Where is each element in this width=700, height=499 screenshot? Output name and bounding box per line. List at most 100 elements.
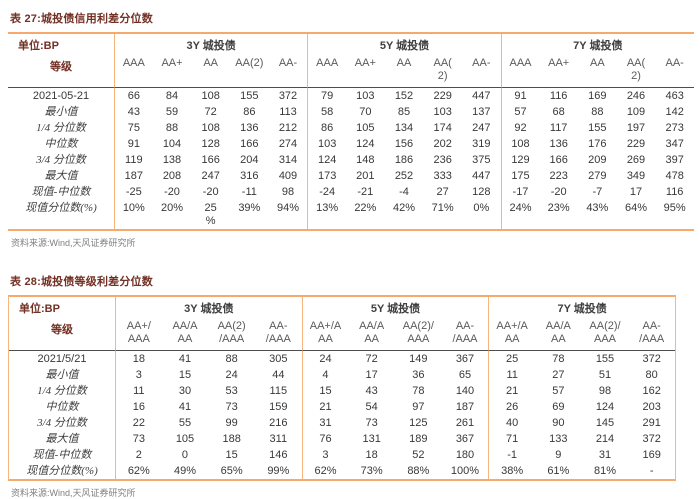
value-cell: 136 <box>549 137 568 150</box>
row-label: 3/4 分位数 <box>37 416 87 429</box>
value-cell: 162 <box>642 384 661 397</box>
value-cell: 319 <box>472 137 491 150</box>
value-cell: 62% <box>115 463 162 479</box>
grade-spread-table-28: 表 28:城投债等级利差分位数 单位:BP 3Y 城投债 5Y 城投债 7Y 城投债等… <box>8 271 694 499</box>
column-header: AA- /AAA <box>628 318 675 351</box>
grade-label: 等级 <box>8 55 114 88</box>
value-cell: 128 <box>201 137 220 150</box>
value-cell: 79 <box>307 88 346 104</box>
value-cell: 223 <box>549 169 568 182</box>
column-header: AA- <box>462 55 501 88</box>
column-header: AAA <box>114 55 153 88</box>
column-header: AA(2) <box>230 55 269 88</box>
value-cell: 212 <box>278 121 298 134</box>
unit-label: 单位:BP <box>19 303 60 315</box>
value-cell: 138 <box>162 153 182 166</box>
value-cell: 186 <box>394 153 414 166</box>
value-cell: 131 <box>362 432 381 445</box>
value-cell: 52 <box>412 448 425 461</box>
value-cell: 73% <box>360 464 383 477</box>
value-cell: 0 <box>181 448 189 461</box>
value-cell: 91 <box>114 136 153 152</box>
value-cell: 152 <box>394 89 414 102</box>
value-cell: 156 <box>394 137 414 150</box>
value-cell: 104 <box>162 137 182 150</box>
value-cell: 68 <box>552 105 565 118</box>
value-cell: 41 <box>178 400 192 413</box>
value-cell: 274 <box>278 137 298 150</box>
column-header: AA+/A AA <box>301 318 349 351</box>
value-cell: 40 <box>488 415 535 431</box>
value-cell: 291 <box>642 416 661 429</box>
value-cell: 88% <box>407 464 430 477</box>
column-header: AA+/A AA <box>488 318 535 351</box>
value-cell: 128 <box>472 185 491 198</box>
value-cell: 54 <box>365 400 378 413</box>
value-cell: 73 <box>365 416 378 429</box>
value-cell: 31 <box>598 448 612 461</box>
value-cell: 24% <box>500 200 540 229</box>
value-cell: 71 <box>488 431 535 447</box>
value-cell: 55 <box>178 416 192 429</box>
value-cell: -7 <box>592 185 603 198</box>
column-header: AA- <box>268 55 308 88</box>
value-cell: 261 <box>455 416 475 429</box>
column-header: AA- <box>655 55 694 88</box>
value-cell: 44 <box>272 368 285 381</box>
row-label: 最小值 <box>44 105 78 118</box>
value-cell: 17 <box>629 185 643 198</box>
value-cell: 58 <box>307 104 346 120</box>
value-cell: 208 <box>162 169 182 182</box>
value-cell: 146 <box>269 448 288 461</box>
value-cell: 20% <box>160 201 183 214</box>
row-label: 现值分位数(%) <box>25 201 97 214</box>
value-cell: 51 <box>598 368 612 381</box>
value-cell: 70 <box>359 105 372 118</box>
value-cell: 463 <box>665 89 684 102</box>
value-cell: 116 <box>665 185 684 198</box>
value-cell: 18 <box>115 351 162 367</box>
credit-spread-table-27: 表 27:城投债信用利差分位数 单位:BP 3Y 城投债 5Y 城投债 7Y 城投债等… <box>8 8 694 249</box>
value-cell: 246 <box>626 89 646 102</box>
value-cell: 3 <box>301 447 349 463</box>
value-cell: 125 <box>409 416 428 429</box>
value-cell: 22 <box>115 415 162 431</box>
value-cell: 11 <box>115 383 162 399</box>
table-title: 表 28:城投债等级利差分位数 <box>10 276 153 288</box>
value-cell: 72 <box>365 352 378 365</box>
column-header: AA- /AAA <box>255 318 302 351</box>
value-cell: 85 <box>397 105 411 118</box>
value-cell: 447 <box>472 169 491 182</box>
value-cell: 140 <box>455 384 475 397</box>
value-cell: 105 <box>175 432 195 445</box>
value-cell: 86 <box>243 105 256 118</box>
value-cell: 174 <box>433 121 452 134</box>
value-cell: 41 <box>178 352 192 365</box>
value-cell: 91 <box>500 88 540 104</box>
value-cell: 66 <box>114 88 153 104</box>
value-cell: 98 <box>598 384 612 397</box>
value-cell: 367 <box>455 352 475 365</box>
value-cell: 409 <box>278 169 298 182</box>
value-cell: 97 <box>412 400 425 413</box>
table-grid: 单位:BP 3Y 城投债 5Y 城投债 7Y 城投债 等级 AA+/ AAA AA/A AA… <box>8 295 676 481</box>
value-cell: 314 <box>278 153 298 166</box>
value-cell: 65 <box>458 368 472 381</box>
table-title: 表 27:城投债信用利差分位数 <box>10 13 153 25</box>
value-cell: 273 <box>665 121 684 134</box>
value-cell: -20 <box>202 185 219 198</box>
value-cell: 229 <box>433 89 452 102</box>
value-cell: 10% <box>114 200 153 229</box>
value-cell: -4 <box>399 185 409 198</box>
value-cell: -21 <box>357 185 374 198</box>
value-cell: 180 <box>455 448 475 461</box>
value-cell: -1 <box>488 447 535 463</box>
value-cell: 155 <box>240 89 259 102</box>
value-cell: 316 <box>240 169 259 182</box>
value-cell: 62% <box>301 463 349 479</box>
value-cell: 209 <box>588 153 607 166</box>
value-cell: 159 <box>269 400 288 413</box>
column-header: AA- /AAA <box>441 318 489 351</box>
source-note: 资料来源:Wind,天风证券研究所 <box>11 488 136 498</box>
value-cell: 98 <box>281 185 295 198</box>
